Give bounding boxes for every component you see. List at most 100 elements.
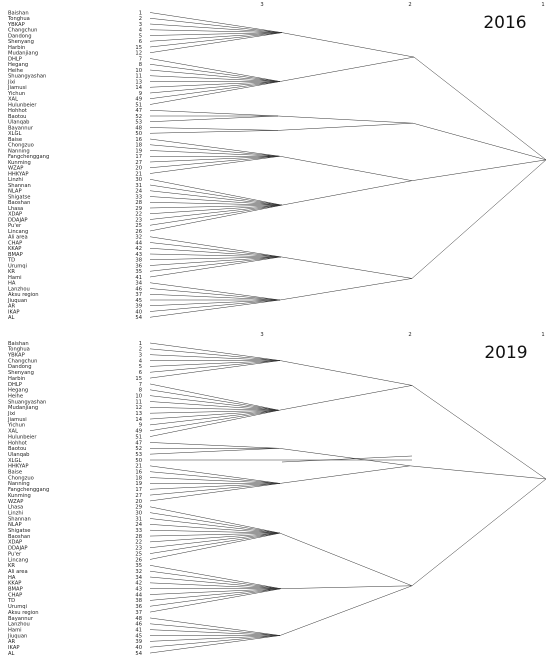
leaf-label: Baotou (8, 114, 26, 120)
leaf-label: Baishan (8, 341, 29, 347)
leaf-label: WZAP (8, 499, 23, 505)
branch-line (149, 204, 283, 220)
branch-line (279, 465, 411, 484)
branch-line (149, 69, 281, 82)
branch-line (149, 588, 282, 607)
leaf-label: Baoshan (8, 534, 30, 540)
branch-line (149, 156, 281, 163)
branch-line (411, 385, 547, 480)
branch-line (277, 115, 414, 124)
leaf-number: 1 (139, 10, 142, 16)
leaf-number: 46 (135, 622, 142, 628)
branch-line (149, 138, 281, 157)
leaf-label: YBKAP (7, 353, 25, 359)
branch-line (149, 64, 281, 82)
leaf-label: Ulanqab (8, 452, 30, 458)
leaf-label: Chongzuo (8, 143, 34, 149)
leaf-number: 54 (135, 651, 142, 657)
leaf-label: KKAP (8, 581, 21, 587)
leaf-number: 2 (139, 16, 142, 22)
branch-line (149, 483, 281, 496)
leaf-label: Chongzuo (8, 475, 34, 481)
leaf-label: Hegang (8, 62, 28, 68)
branch-line (149, 12, 283, 33)
leaf-number: 20 (135, 166, 142, 172)
branch-line (149, 635, 281, 654)
branch-line (149, 383, 280, 411)
branch-line (411, 478, 547, 586)
leaf-label: DDAJAP (8, 546, 28, 552)
leaf-number: 4 (139, 358, 143, 364)
branch-line (149, 58, 281, 82)
level-label-1-top: 1 (541, 2, 544, 8)
branch-line (149, 442, 280, 449)
leaf-number: 38 (135, 598, 142, 604)
leaf-label: TD (7, 598, 15, 604)
branch-line (149, 196, 283, 206)
leaf-number: 13 (135, 79, 142, 85)
leaf-label: XDAP (8, 540, 22, 546)
leaf-number: 5 (139, 33, 142, 39)
branch-line (149, 81, 281, 105)
leaf-number: 31 (135, 516, 142, 522)
branch-line (149, 81, 281, 94)
branch-line (149, 389, 280, 411)
leaf-label: KR (8, 563, 15, 569)
branch-line (149, 477, 281, 484)
branch-line (149, 23, 283, 33)
leaf-number: 53 (135, 452, 142, 458)
leaf-label: Heihe (8, 68, 23, 74)
branch-line (149, 204, 283, 232)
leaf-label: HA (8, 575, 16, 581)
leaf-label: Shannan (8, 183, 31, 189)
leaf-number: 26 (135, 229, 142, 235)
branch-line (149, 629, 281, 636)
leaf-label: Aksu region (8, 292, 39, 298)
leaf-label: Baishan (8, 10, 29, 16)
branch-line (149, 506, 281, 534)
leaf-label: Tonghua (7, 16, 30, 22)
leaf-label: Pu'er (8, 223, 22, 229)
branch-line (279, 585, 413, 636)
branch-line (411, 159, 547, 181)
leaf-label: Jiuquan (7, 298, 27, 304)
leaf-label: XLGL (8, 131, 21, 137)
leaf-label: Urumqi (8, 604, 27, 610)
leaf-number: 22 (135, 540, 142, 546)
year-title-bottom: 2019 (484, 343, 527, 363)
branch-line (281, 455, 413, 463)
leaf-number: 52 (135, 446, 142, 452)
leaf-label: Yichun (7, 91, 25, 97)
branch-line (149, 81, 281, 99)
leaf-number: 8 (139, 388, 142, 394)
year-title-top: 2016 (483, 13, 526, 33)
leaf-number: 48 (135, 125, 142, 131)
leaf-label: Urumqi (8, 263, 27, 269)
leaf-number: 3 (139, 22, 142, 28)
leaf-number: 32 (135, 569, 142, 575)
level-label-3-bottom: 3 (260, 332, 263, 338)
branch-line (149, 144, 281, 157)
branch-line (149, 395, 280, 411)
leaf-number: 13 (135, 411, 142, 417)
leaf-label: Jiuquan (7, 633, 27, 639)
leaf-label: Lincang (8, 229, 28, 235)
branch-line (149, 518, 281, 534)
leaf-number: 4 (139, 28, 143, 34)
leaf-number: 42 (135, 246, 142, 252)
leaf-label: Bayannur (8, 125, 34, 131)
leaf-number: 10 (135, 393, 142, 399)
leaf-number: 40 (135, 309, 142, 315)
branch-line (149, 156, 281, 168)
leaf-label: KKAP (8, 246, 21, 252)
branch-line (149, 532, 281, 548)
branch-line (277, 122, 414, 131)
branch-line (149, 617, 281, 636)
leaf-label: AR (8, 304, 16, 310)
leaf-label: DDAJAP (8, 217, 28, 223)
branch-line (149, 150, 281, 157)
leaf-number: 52 (135, 114, 142, 120)
leaf-number: 39 (135, 304, 142, 310)
leaf-number: 46 (135, 286, 142, 292)
